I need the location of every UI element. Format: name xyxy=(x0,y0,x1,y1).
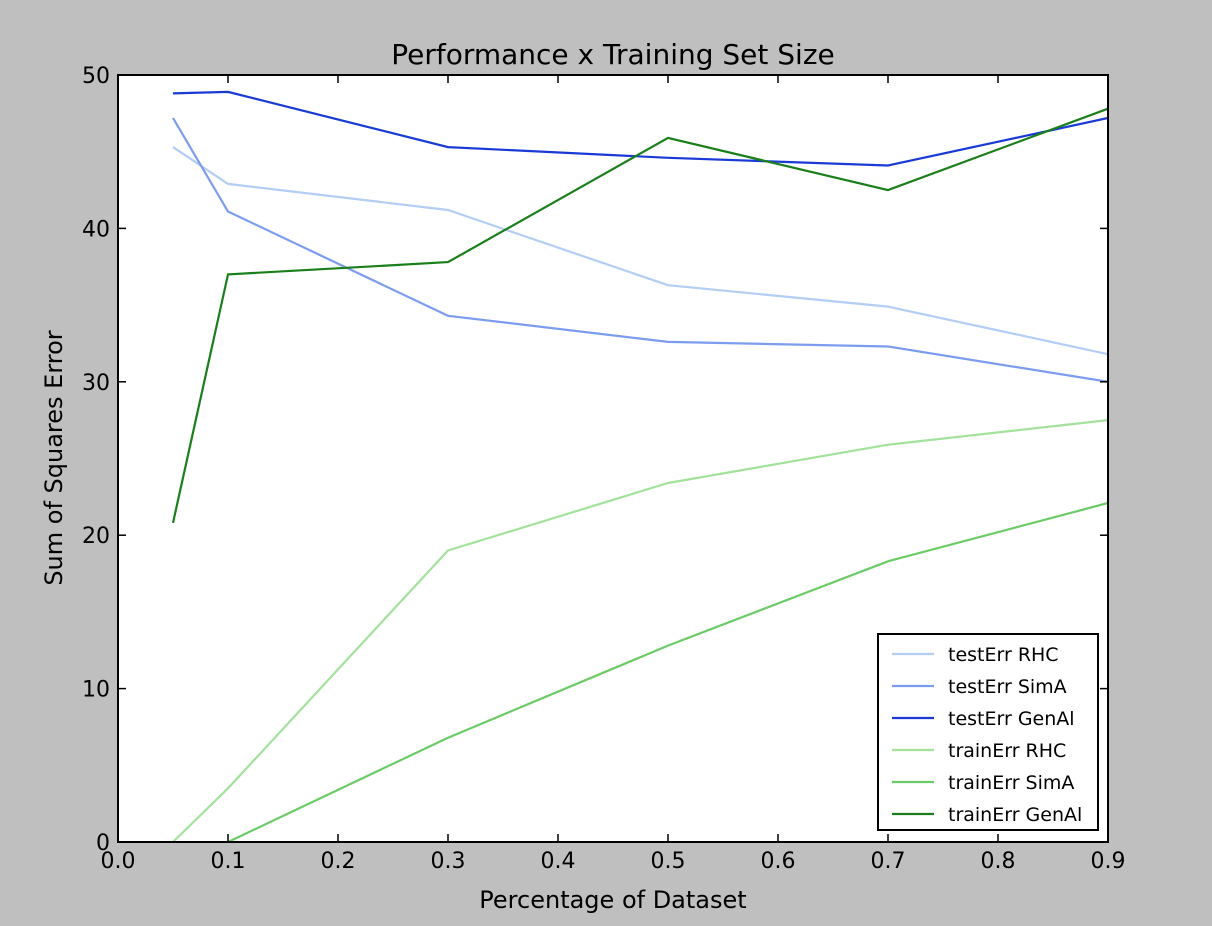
y-tick-label: 0 xyxy=(96,831,110,856)
legend-label-4: trainErr RHC xyxy=(948,740,1066,762)
chart-title: Performance x Training Set Size xyxy=(391,38,835,71)
x-tick-label: 0.1 xyxy=(211,849,246,874)
series-line-4 xyxy=(172,419,1108,842)
y-axis-label: Sum of Squares Error xyxy=(40,330,68,585)
series-line-6 xyxy=(171,107,1108,524)
y-tick-label: 50 xyxy=(82,64,110,89)
legend-label-2: testErr SimA xyxy=(948,676,1067,698)
x-axis-label: Percentage of Dataset xyxy=(479,886,746,914)
x-tick-label: 0.2 xyxy=(321,849,356,874)
x-tick-label: 0.6 xyxy=(761,849,796,874)
series-line-3 xyxy=(172,90,1108,167)
y-tick-label: 40 xyxy=(82,217,110,242)
x-tick-label: 0.3 xyxy=(431,849,466,874)
y-tick-label: 30 xyxy=(82,371,110,396)
legend: testErr RHC testErr SimA testErr GenAl trai… xyxy=(877,633,1099,831)
x-tick-label: 0.8 xyxy=(981,849,1016,874)
legend-box xyxy=(877,633,1099,831)
series-line-2 xyxy=(172,117,1108,383)
series-line-5 xyxy=(223,501,1108,842)
x-tick-label: 0.9 xyxy=(1091,849,1126,874)
legend-label-5: trainErr SimA xyxy=(948,772,1074,794)
x-tick-label: 0.4 xyxy=(541,849,576,874)
x-tick-label: 0.5 xyxy=(651,849,686,874)
ticks-layer: 0.0 0.1 0.2 0.3 0.4 0.5 0.6 0.7 0.8 0.9 0 10 20 30 40 5… xyxy=(82,64,1126,874)
legend-label-6: trainErr GenAl xyxy=(948,804,1082,826)
legend-label-3: testErr GenAl xyxy=(948,708,1075,730)
y-tick-label: 20 xyxy=(82,524,110,549)
y-tick-label: 10 xyxy=(82,678,110,703)
legend-label-1: testErr RHC xyxy=(948,644,1059,666)
series-layer xyxy=(171,90,1108,842)
plot-frame xyxy=(117,74,1109,843)
x-tick-label: 0.0 xyxy=(101,849,136,874)
series-line-1 xyxy=(172,146,1108,356)
x-tick-label: 0.7 xyxy=(871,849,906,874)
